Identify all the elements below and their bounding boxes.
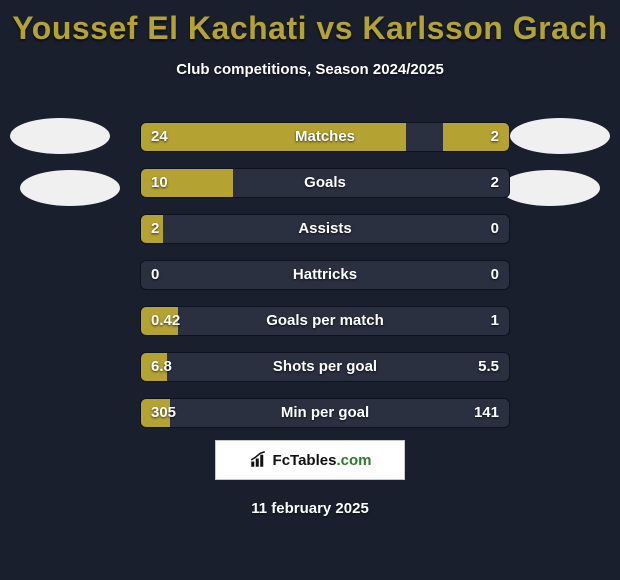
stat-row: 0.42 1Goals per match [140,306,510,336]
stat-label: Min per goal [141,399,509,427]
page-subtitle: Club competitions, Season 2024/2025 [0,61,620,78]
player2-club-logo-2 [500,170,600,206]
stat-bar-left [141,123,406,151]
stat-value-left: 2 [151,215,159,243]
brand-name: FcTables [273,452,337,469]
stat-row: 6.8 5.5Shots per goal [140,352,510,382]
player2-club-logo-1 [510,118,610,154]
chart-icon [249,451,267,469]
stat-value-right: 0 [491,261,499,289]
stat-value-right: 2 [491,123,499,151]
fctables-text: FcTables.com [273,452,372,469]
stat-row: 305 141Min per goal [140,398,510,428]
stat-value-left: 10 [151,169,168,197]
stat-value-left: 0.42 [151,307,180,335]
page-title: Youssef El Kachati vs Karlsson Grach [0,0,620,47]
stat-value-right: 0 [491,215,499,243]
fctables-badge[interactable]: FcTables.com [215,440,405,480]
stat-value-left: 24 [151,123,168,151]
stat-value-right: 1 [491,307,499,335]
brand-tld: .com [336,452,371,469]
stat-row: 242Matches [140,122,510,152]
stat-value-right: 5.5 [478,353,499,381]
stat-value-left: 305 [151,399,176,427]
stat-value-left: 0 [151,261,159,289]
stat-label: Shots per goal [141,353,509,381]
player1-club-logo-1 [10,118,110,154]
stat-row: 2 0Assists [140,214,510,244]
stat-value-left: 6.8 [151,353,172,381]
stat-label: Assists [141,215,509,243]
stat-bar-right [443,123,509,151]
comparison-bars: 242Matches102Goals20Assists00Hattricks0.… [140,122,510,444]
stat-value-right: 2 [491,169,499,197]
player1-club-logo-2 [20,170,120,206]
stat-label: Goals per match [141,307,509,335]
stat-label: Hattricks [141,261,509,289]
footer-date: 11 february 2025 [0,500,620,517]
stat-row: 0 0Hattricks [140,260,510,290]
stat-row: 102Goals [140,168,510,198]
stat-value-right: 141 [474,399,499,427]
